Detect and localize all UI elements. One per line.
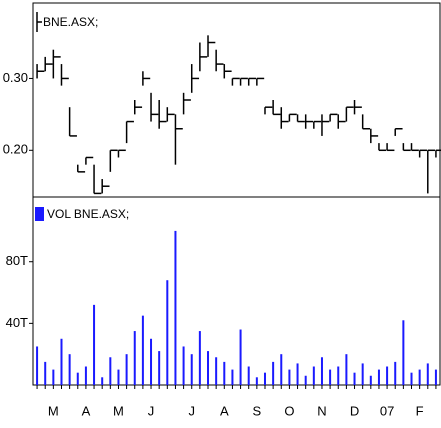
volume-bar <box>182 346 185 385</box>
volume-bar <box>141 315 144 385</box>
volume-bar <box>36 346 39 385</box>
volume-bar <box>386 366 389 385</box>
volume-bar <box>288 369 291 385</box>
x-tick-label: O <box>284 403 294 418</box>
volume-bar <box>231 369 234 385</box>
y-tick-label: 40T <box>6 315 28 330</box>
volume-bar <box>174 230 177 385</box>
volume-bar <box>84 366 87 385</box>
volume-bar <box>158 351 161 385</box>
volume-bar <box>223 361 226 385</box>
x-tick-label: S <box>253 403 262 418</box>
volume-bar <box>207 351 210 385</box>
volume-bar <box>76 372 79 385</box>
volume-bar <box>125 354 128 385</box>
x-tick-label: N <box>317 403 326 418</box>
volume-bar <box>133 331 136 385</box>
volume-bar <box>410 372 413 385</box>
volume-bar <box>280 354 283 385</box>
volume-panel <box>32 196 441 386</box>
volume-bar <box>44 361 47 385</box>
volume-bar <box>369 375 372 385</box>
volume-bar <box>166 280 169 385</box>
volume-bar <box>418 369 421 385</box>
volume-bar <box>68 354 71 385</box>
volume-legend-marker <box>35 207 44 221</box>
volume-bar <box>263 372 266 385</box>
volume-bar <box>247 366 250 385</box>
x-tick-label: D <box>350 403 359 418</box>
x-tick-label: J <box>148 403 155 418</box>
volume-bar <box>402 320 405 385</box>
volume-bar <box>239 329 242 385</box>
volume-bar <box>60 338 63 385</box>
x-tick-label: A <box>220 403 229 418</box>
volume-bar <box>198 331 201 385</box>
volume-bar <box>434 369 437 385</box>
price-legend: BNE.ASX; <box>43 15 98 29</box>
volume-bar <box>52 369 55 385</box>
x-tick-label: F <box>416 403 424 418</box>
volume-bar <box>304 375 307 385</box>
volume-bar <box>296 363 299 385</box>
x-tick-label: A <box>82 403 91 418</box>
volume-bar <box>150 338 153 385</box>
y-tick-label: 0.20 <box>3 142 28 157</box>
volume-bar <box>361 363 364 385</box>
volume-bar <box>272 361 275 385</box>
x-tick-label: M <box>48 403 59 418</box>
x-tick-label: J <box>188 403 195 418</box>
volume-bar <box>320 357 323 385</box>
volume-bar <box>377 369 380 385</box>
volume-bar <box>345 354 348 385</box>
volume-bar <box>426 363 429 385</box>
y-tick-label: 80T <box>6 253 28 268</box>
volume-bar <box>312 366 315 385</box>
volume-bar <box>101 377 104 385</box>
volume-bar <box>255 377 258 385</box>
volume-bar <box>353 372 356 385</box>
volume-bar <box>109 357 112 385</box>
volume-bar <box>215 357 218 385</box>
volume-bar <box>329 369 332 385</box>
volume-bar <box>190 354 193 385</box>
x-tick-label: 07 <box>380 403 394 418</box>
x-tick-label: M <box>113 403 124 418</box>
volume-bar <box>394 361 397 385</box>
y-tick-label: 0.30 <box>3 70 28 85</box>
volume-bar <box>93 304 96 385</box>
volume-bar <box>337 366 340 385</box>
volume-legend: VOL BNE.ASX; <box>47 207 129 221</box>
volume-bar <box>117 369 120 385</box>
